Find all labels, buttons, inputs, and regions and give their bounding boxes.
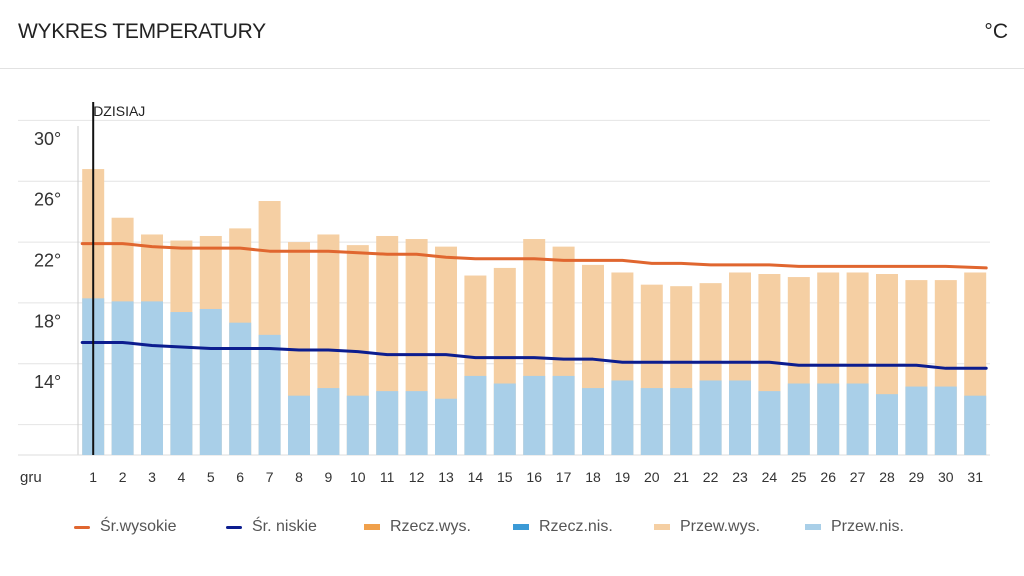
legend-label: Śr.wysokie xyxy=(100,518,177,535)
x-tick-label: 29 xyxy=(909,469,925,485)
x-tick-label: 27 xyxy=(850,469,866,485)
y-tick-label: 26° xyxy=(34,190,61,210)
x-tick-label: 13 xyxy=(438,469,454,485)
x-tick-label: 30 xyxy=(938,469,954,485)
x-tick-label: 20 xyxy=(644,469,660,485)
avg-low-line xyxy=(80,340,988,370)
legend-swatch-avg-high xyxy=(74,526,90,529)
legend-swatch-actual-low xyxy=(513,524,529,530)
bar-forecast-low xyxy=(640,388,663,455)
chart-header: WYKRES TEMPERATURY °C xyxy=(0,0,1024,69)
bar-forecast-low xyxy=(199,308,222,455)
bar-forecast-low xyxy=(787,383,810,455)
bar-forecast-low xyxy=(523,375,546,455)
bar-forecast-low xyxy=(493,383,516,455)
x-tick-label: 3 xyxy=(148,469,156,485)
bar-forecast-low xyxy=(229,322,252,455)
x-tick-label: 15 xyxy=(497,469,513,485)
x-tick-label: 23 xyxy=(732,469,748,485)
legend-label: Przew.wys. xyxy=(680,518,761,535)
x-tick-label: 9 xyxy=(325,469,333,485)
bar-forecast-low xyxy=(288,395,310,455)
bar-forecast-low xyxy=(582,388,604,455)
x-tick-label: 19 xyxy=(615,469,631,485)
bar-forecast-low xyxy=(905,386,928,455)
bar-forecast-low xyxy=(758,391,781,455)
bar-forecast-low xyxy=(846,383,869,455)
legend-label: Rzecz.nis. xyxy=(539,518,613,535)
bar-forecast-low xyxy=(435,398,457,455)
x-tick-label: 2 xyxy=(119,469,127,485)
x-tick-label: 28 xyxy=(879,469,895,485)
x-tick-label: 24 xyxy=(762,469,778,485)
legend-label: Rzecz.wys. xyxy=(390,518,471,535)
bar-forecast-low xyxy=(170,312,193,455)
x-tick-label: 5 xyxy=(207,469,215,485)
y-tick-label: 30° xyxy=(34,129,61,149)
bar-forecast-low xyxy=(934,386,957,455)
x-tick-label: 10 xyxy=(350,469,366,485)
bar-forecast-low xyxy=(405,391,428,455)
bar-forecast-low xyxy=(258,334,281,455)
bar-forecast-low xyxy=(876,394,898,455)
legend-label: Śr. niskie xyxy=(252,518,317,535)
x-tick-label: 8 xyxy=(295,469,303,485)
chart-legend: Śr.wysokie Śr. niskie Rzecz.wys. Rzecz.n… xyxy=(0,510,1024,546)
bar-forecast-low xyxy=(111,301,134,455)
legend-label: Przew.nis. xyxy=(831,518,904,535)
x-tick-label: 17 xyxy=(556,469,572,485)
chart-title: WYKRES TEMPERATURY xyxy=(18,20,266,43)
x-tick-label: 1 xyxy=(89,469,97,485)
x-tick-label: 25 xyxy=(791,469,807,485)
x-tick-label: 6 xyxy=(236,469,244,485)
y-tick-label: 18° xyxy=(34,311,61,331)
y-tick-label: 14° xyxy=(34,372,61,392)
bar-forecast-low xyxy=(464,375,487,455)
x-tick-label: 14 xyxy=(468,469,484,485)
bar-forecast-low xyxy=(699,380,722,455)
x-tick-label: 31 xyxy=(967,469,983,485)
bar-forecast-low xyxy=(376,391,399,455)
bar-forecast-low xyxy=(670,388,693,455)
bar-forecast-low xyxy=(141,301,163,455)
x-tick-label: 26 xyxy=(820,469,836,485)
bar-forecast-low xyxy=(964,395,987,455)
unit-toggle[interactable]: °C xyxy=(984,20,1008,43)
x-tick-label: 11 xyxy=(380,469,395,485)
x-tick-label: 21 xyxy=(673,469,689,485)
x-axis-title: gru xyxy=(20,469,42,486)
legend-swatch-avg-low xyxy=(226,526,242,529)
bar-forecast-low xyxy=(817,383,840,455)
y-tick-label: 22° xyxy=(34,250,61,270)
x-tick-label: 18 xyxy=(585,469,601,485)
legend-swatch-actual-high xyxy=(364,524,380,530)
x-tick-label: 12 xyxy=(409,469,425,485)
x-tick-label: 16 xyxy=(526,469,542,485)
bar-forecast-low xyxy=(317,388,340,455)
bar-forecast-low xyxy=(552,375,575,455)
today-label: DZISIAJ xyxy=(93,103,145,119)
bar-forecast-low xyxy=(729,380,751,455)
bar-forecast-low xyxy=(346,395,369,455)
legend-swatch-forecast-high xyxy=(654,524,670,530)
legend-swatch-forecast-low xyxy=(805,524,821,530)
bar-forecast-low xyxy=(611,380,634,455)
x-tick-label: 7 xyxy=(266,469,274,485)
x-tick-label: 4 xyxy=(178,469,186,485)
avg-high-line xyxy=(80,242,988,270)
x-tick-label: 22 xyxy=(703,469,719,485)
